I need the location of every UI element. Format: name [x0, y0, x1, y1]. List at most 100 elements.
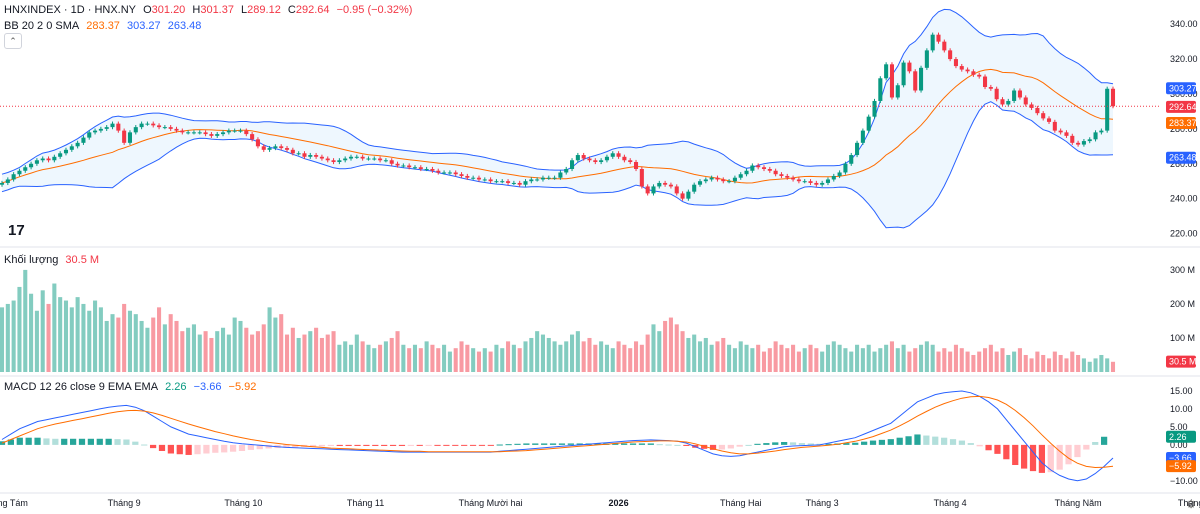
candle-body: [546, 177, 551, 179]
volume-bar: [889, 341, 894, 372]
candle-body: [889, 64, 894, 98]
volume-bar: [383, 341, 388, 372]
candle-body: [52, 156, 57, 161]
symbol-label[interactable]: HNXINDEX · 1D · HNX.NY: [4, 4, 137, 16]
volume-bar: [471, 348, 476, 372]
candle-body: [616, 153, 621, 157]
candle-body: [17, 170, 22, 175]
candle-body: [87, 132, 92, 138]
macd-histogram-bar: [25, 437, 32, 445]
macd-histogram-bar: [878, 439, 886, 445]
candle-body: [511, 182, 516, 184]
macd-legend[interactable]: MACD 12 26 close 9 EMA EMA 2.26 −3.66 −5…: [4, 380, 260, 394]
settings-gear-icon[interactable]: ⚙: [1186, 499, 1196, 511]
volume-axis-tick: 300 M: [1170, 265, 1195, 275]
candle-body: [319, 156, 324, 159]
candle-body: [430, 168, 435, 171]
macd-histogram-bar: [496, 444, 503, 446]
tradingview-logo[interactable]: 17: [8, 222, 25, 239]
candle-body: [529, 179, 534, 182]
volume-bar: [715, 341, 720, 372]
high-label: H: [192, 4, 201, 16]
macd-histogram-bar: [185, 444, 192, 455]
macd-histogram-bar: [256, 444, 263, 450]
volume-bar: [1076, 354, 1081, 372]
macd-histogram-bar: [683, 444, 690, 446]
candle-body: [855, 142, 860, 156]
macd-histogram-bar: [523, 443, 530, 445]
volume-bar: [1006, 354, 1011, 372]
volume-bar: [442, 344, 447, 372]
macd-axis-tick: 0.00: [1170, 440, 1188, 450]
candle-body: [1023, 97, 1028, 105]
macd-histogram-bar: [1092, 442, 1099, 445]
candle-body: [552, 177, 557, 179]
candle-body: [157, 125, 162, 128]
volume-bar: [290, 327, 295, 372]
bb-legend[interactable]: BB 20 2 0 SMA 283.37 303.27 263.48: [4, 19, 205, 33]
volume-bar: [686, 337, 691, 372]
macd-histogram-bar: [1029, 444, 1037, 472]
candle-body: [977, 74, 982, 77]
candle-body: [773, 170, 778, 175]
candle-body: [674, 186, 679, 194]
volume-bar: [1035, 351, 1040, 372]
candle-body: [46, 158, 51, 161]
volume-legend[interactable]: Khối lượng 30.5 M: [4, 253, 103, 267]
volume-bar: [378, 344, 383, 372]
candle-body: [412, 167, 418, 169]
candle-body: [63, 149, 69, 154]
candle-body: [395, 163, 400, 166]
candle-body: [715, 177, 720, 180]
macd-histogram-bar: [398, 444, 406, 446]
volume-bar: [546, 337, 551, 372]
volume-bar: [157, 307, 162, 372]
candle-body: [895, 85, 900, 98]
volume-bar: [221, 327, 226, 372]
volume-bar: [622, 344, 627, 372]
macd-label: MACD 12 26 close 9 EMA EMA: [4, 381, 159, 393]
macd-histogram-bar: [647, 443, 654, 445]
macd-histogram-bar: [754, 443, 761, 445]
candle-body: [302, 153, 307, 157]
volume-bar: [232, 317, 237, 372]
candle-body: [831, 175, 836, 180]
macd-histogram-bar: [629, 443, 637, 445]
candle-body: [331, 160, 336, 163]
candle-body: [965, 69, 970, 72]
volume-bar: [1041, 354, 1046, 372]
volume-bar: [511, 344, 516, 372]
macd-histogram-bar: [958, 440, 966, 445]
candle-body: [488, 179, 493, 182]
volume-bar: [831, 341, 836, 372]
candle-body: [494, 181, 499, 183]
bb-lower-line: [1, 101, 1114, 229]
volume-bar: [785, 348, 790, 372]
candle-body: [645, 186, 650, 194]
volume-bar: [907, 351, 912, 372]
price-label-tag: [1166, 151, 1196, 164]
candle-body: [104, 127, 109, 129]
macd-histogram-bar: [638, 443, 646, 445]
volume-bar: [407, 348, 412, 372]
candle-body: [215, 134, 220, 136]
volume-bar: [651, 324, 656, 372]
volume-bar: [1099, 354, 1104, 372]
candle-body: [651, 186, 656, 194]
candle-body: [197, 132, 202, 134]
collapse-legend-button[interactable]: ⌃: [4, 33, 22, 49]
low-label: L: [241, 4, 248, 16]
candle-body: [697, 181, 703, 185]
candle-body: [186, 132, 191, 134]
bb-basis-line: [1, 68, 1114, 184]
volume-bar: [1070, 351, 1075, 372]
candle-body: [860, 130, 865, 143]
price-axis-tick: 260.00: [1170, 159, 1198, 169]
candle-body: [58, 153, 63, 157]
macd-histogram-bar: [941, 437, 948, 445]
macd-histogram-bar: [363, 444, 370, 446]
volume-bar: [971, 354, 976, 372]
volume-bar: [837, 344, 842, 372]
volume-bar: [878, 348, 883, 372]
